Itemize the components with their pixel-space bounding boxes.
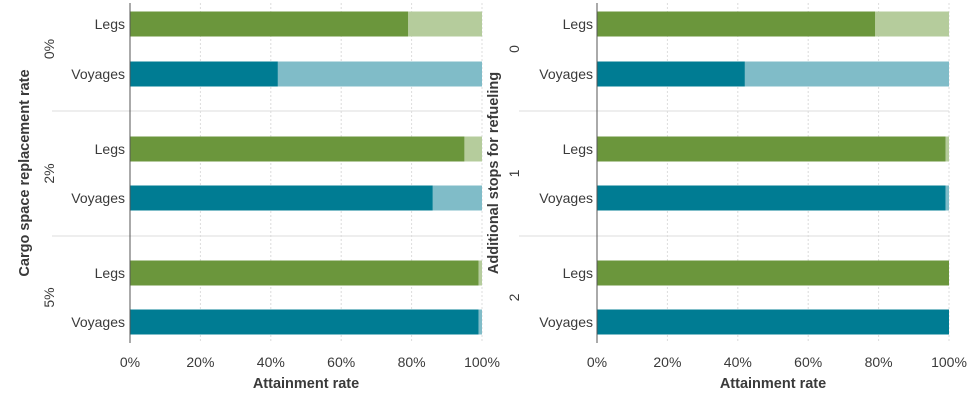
right-bar-remaining (875, 11, 949, 37)
right-bar-attained (597, 260, 949, 286)
left-x-tick-label: 60% (327, 354, 355, 370)
left-bar-attained (130, 309, 479, 335)
right-x-tick-label: 20% (653, 354, 681, 370)
left-x-tick-label: 40% (257, 354, 285, 370)
left-x-tick-label: 100% (464, 354, 500, 370)
left-bar-remaining (478, 309, 482, 335)
right-category-label: Legs (563, 265, 593, 281)
right-x-tick-label: 40% (724, 354, 752, 370)
left-bar-remaining (464, 136, 482, 162)
left-chart-panel: 0% 20% 40% 60% 80% 100% Legs Voyages 0% Legs Voyag… (17, 3, 500, 392)
right-bar-attained (597, 309, 949, 335)
left-x-axis-title: Attainment rate (253, 376, 359, 392)
right-group-label: 2 (506, 293, 522, 301)
right-bar-attained (597, 61, 745, 87)
left-x-tick-label: 80% (398, 354, 426, 370)
left-bar-remaining (277, 61, 482, 87)
right-x-tick-label: 0% (587, 354, 607, 370)
right-bar-attained (597, 136, 946, 162)
right-bar-remaining (945, 185, 949, 211)
right-category-label: Voyages (539, 66, 593, 82)
left-category-label: Voyages (71, 314, 125, 330)
right-group-label: 1 (506, 169, 522, 177)
left-x-tick-label: 20% (186, 354, 214, 370)
left-bar-remaining (478, 260, 482, 286)
left-group-label: 5% (41, 287, 57, 307)
left-y-axis-title: Cargo space replacement rate (17, 69, 33, 276)
right-x-tick-label: 60% (794, 354, 822, 370)
left-bar-attained (130, 185, 433, 211)
left-category-label: Voyages (71, 66, 125, 82)
left-group-label: 2% (41, 163, 57, 183)
left-bar-attained (130, 11, 409, 37)
left-category-label: Legs (95, 141, 125, 157)
left-category-label: Voyages (71, 190, 125, 206)
right-group-label: 0 (506, 45, 522, 53)
right-x-tick-label: 80% (865, 354, 893, 370)
right-category-label: Voyages (539, 190, 593, 206)
left-x-tick-label: 0% (120, 354, 140, 370)
right-category-label: Voyages (539, 314, 593, 330)
left-bar-attained (130, 136, 465, 162)
right-y-axis-title: Additional stops for refueling (486, 72, 502, 274)
left-bar-attained (130, 61, 278, 87)
left-category-label: Legs (95, 265, 125, 281)
right-bar-remaining (945, 136, 949, 162)
right-category-label: Legs (563, 16, 593, 32)
right-x-axis-title: Attainment rate (720, 376, 826, 392)
right-bar-remaining (744, 61, 949, 87)
left-category-label: Legs (95, 16, 125, 32)
left-bar-remaining (408, 11, 482, 37)
left-bar-remaining (432, 185, 482, 211)
right-chart-panel: 0% 20% 40% 60% 80% 100% Legs Voyages 0 Legs Voyage… (486, 3, 967, 392)
right-x-tick-label: 100% (931, 354, 967, 370)
right-category-label: Legs (563, 141, 593, 157)
left-group-label: 0% (41, 39, 57, 59)
right-bar-attained (597, 185, 946, 211)
right-bar-attained (597, 11, 876, 37)
left-bar-attained (130, 260, 479, 286)
